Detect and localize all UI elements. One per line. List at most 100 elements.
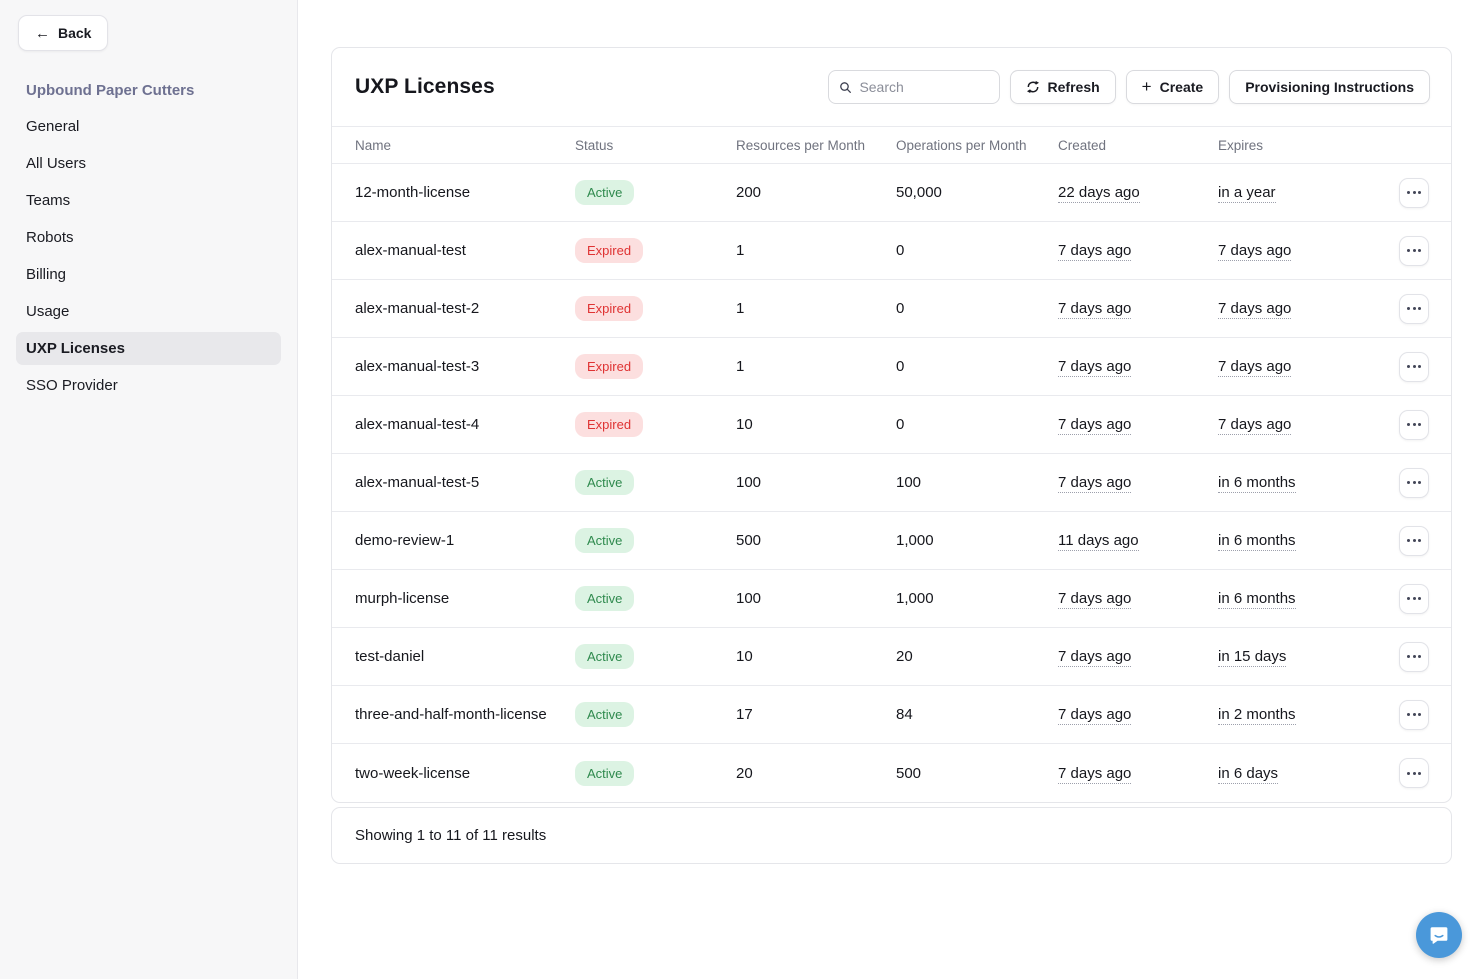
resources-cell: 17 (736, 706, 753, 723)
results-summary-text: Showing 1 to 11 of 11 results (355, 827, 547, 844)
created-value: 7 days ago (1058, 300, 1132, 319)
created-cell: 7 days ago (1058, 764, 1218, 784)
ellipsis-icon (1407, 539, 1410, 542)
chat-launcher-button[interactable] (1416, 912, 1462, 958)
resources-cell: 500 (736, 532, 762, 549)
sidebar-nav: General All Users Teams Robots Billing U… (0, 110, 297, 406)
sidebar-item-sso-provider[interactable]: SSO Provider (26, 377, 118, 394)
table-row: three-and-half-month-license Active 17 8… (332, 686, 1451, 744)
expires-value: in 6 months (1218, 532, 1296, 551)
created-value: 7 days ago (1058, 474, 1132, 493)
actions-cell (1389, 177, 1429, 208)
created-value: 7 days ago (1058, 590, 1132, 609)
expires-value: in 15 days (1218, 648, 1287, 667)
created-cell: 7 days ago (1058, 300, 1218, 319)
status-cell: Expired (575, 354, 736, 379)
license-name-cell: test-daniel (355, 648, 425, 665)
actions-cell (1389, 699, 1429, 730)
row-actions-button[interactable] (1399, 525, 1429, 556)
row-actions-button[interactable] (1399, 583, 1429, 614)
operations-cell: 20 (896, 648, 913, 665)
expires-value: 7 days ago (1218, 358, 1292, 377)
row-actions-button[interactable] (1399, 177, 1429, 208)
ellipsis-icon (1407, 481, 1410, 484)
status-badge: Expired (575, 354, 644, 379)
operations-cell: 100 (896, 474, 922, 491)
uxp-licenses-card: UXP Licenses Refresh (331, 47, 1452, 803)
table-row: alex-manual-test-3 Expired 1 0 7 days ag… (332, 338, 1451, 396)
expires-cell: in a year (1218, 184, 1389, 203)
operations-cell: 0 (896, 416, 905, 433)
row-actions-button[interactable] (1399, 467, 1429, 498)
row-actions-button[interactable] (1399, 409, 1429, 440)
search-input[interactable] (859, 79, 989, 95)
column-header-operations: Operations per Month (896, 137, 1027, 153)
created-cell: 7 days ago (1058, 648, 1218, 667)
sidebar-item-robots[interactable]: Robots (26, 229, 74, 246)
column-header-created: Created (1058, 137, 1107, 153)
sidebar-item-general[interactable]: General (26, 118, 80, 135)
status-cell: Active (575, 586, 736, 611)
table-row: demo-review-1 Active 500 1,000 11 days a… (332, 512, 1451, 570)
status-badge: Active (575, 528, 635, 553)
license-name-cell: alex-manual-test-2 (355, 300, 480, 317)
expires-cell: 7 days ago (1218, 300, 1389, 319)
created-cell: 7 days ago (1058, 416, 1218, 435)
license-name-cell: alex-manual-test-5 (355, 474, 480, 491)
status-badge: Active (575, 586, 635, 611)
provisioning-instructions-button[interactable]: Provisioning Instructions (1229, 70, 1430, 104)
status-badge: Active (575, 760, 635, 786)
resources-cell: 1 (736, 358, 745, 375)
row-actions-button[interactable] (1399, 293, 1429, 324)
actions-cell (1389, 583, 1429, 614)
row-actions-button[interactable] (1399, 699, 1429, 730)
resources-cell: 1 (736, 300, 745, 317)
sidebar-item-usage[interactable]: Usage (26, 303, 70, 320)
expires-value: in 2 months (1218, 706, 1296, 725)
actions-cell (1389, 758, 1429, 788)
actions-cell (1389, 293, 1429, 324)
back-button[interactable]: ← Back (18, 15, 109, 51)
resources-cell: 10 (736, 648, 753, 665)
status-cell: Active (575, 702, 736, 727)
created-value: 7 days ago (1058, 242, 1132, 261)
row-actions-button[interactable] (1399, 758, 1429, 788)
license-name-cell: alex-manual-test-4 (355, 416, 480, 433)
expires-cell: 7 days ago (1218, 242, 1389, 261)
status-cell: Active (575, 528, 736, 553)
row-actions-button[interactable] (1399, 235, 1429, 266)
expires-cell: in 15 days (1218, 648, 1389, 667)
expires-cell: in 6 months (1218, 474, 1389, 493)
status-cell: Active (575, 644, 736, 669)
back-arrow-icon: ← (35, 24, 50, 42)
card-header: UXP Licenses Refresh (332, 48, 1451, 126)
actions-cell (1389, 409, 1429, 440)
table-row: two-week-license Active 20 500 7 days ag… (332, 744, 1451, 802)
resources-cell: 100 (736, 590, 762, 607)
create-button[interactable]: + Create (1125, 70, 1220, 104)
sidebar-item-all-users[interactable]: All Users (26, 155, 87, 172)
table-body: 12-month-license Active 200 50,000 22 da… (332, 164, 1451, 802)
status-badge: Expired (575, 238, 644, 263)
sidebar: ← Back Upbound Paper Cutters General All… (0, 0, 298, 979)
sidebar-item-uxp-licenses[interactable]: UXP Licenses (16, 332, 281, 365)
sidebar-item-billing[interactable]: Billing (26, 266, 67, 283)
expires-value: 7 days ago (1218, 300, 1292, 319)
created-value: 11 days ago (1058, 532, 1139, 551)
ellipsis-icon (1407, 597, 1410, 600)
ellipsis-icon (1407, 307, 1410, 310)
sidebar-item-teams[interactable]: Teams (26, 192, 71, 209)
row-actions-button[interactable] (1399, 351, 1429, 382)
column-header-status: Status (575, 137, 614, 153)
results-summary-bar: Showing 1 to 11 of 11 results (331, 807, 1452, 864)
ellipsis-icon (1407, 713, 1410, 716)
table-row: alex-manual-test-2 Expired 1 0 7 days ag… (332, 280, 1451, 338)
license-name-cell: alex-manual-test-3 (355, 358, 480, 375)
created-value: 7 days ago (1058, 358, 1132, 377)
refresh-button[interactable]: Refresh (1009, 70, 1116, 104)
row-actions-button[interactable] (1399, 641, 1429, 672)
toolbar: Refresh + Create Provisioning Instructio… (827, 70, 1430, 104)
status-cell: Expired (575, 238, 736, 263)
created-cell: 7 days ago (1058, 590, 1218, 609)
created-cell: 7 days ago (1058, 358, 1218, 377)
